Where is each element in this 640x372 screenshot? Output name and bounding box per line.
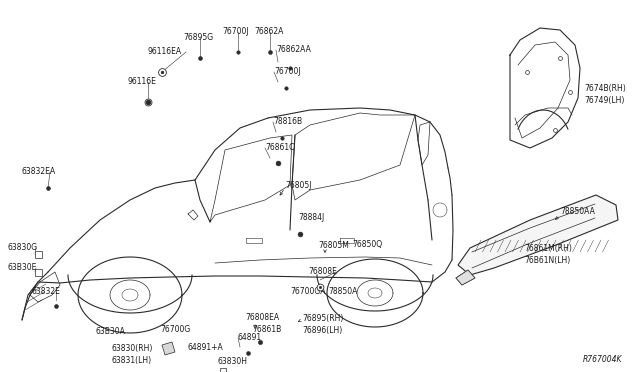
Text: 76862A: 76862A	[254, 28, 284, 36]
Text: 76700G: 76700G	[160, 326, 190, 334]
Text: 76808E: 76808E	[308, 267, 337, 276]
Text: 76850Q: 76850Q	[352, 241, 382, 250]
Text: 76861C: 76861C	[265, 144, 294, 153]
Text: 63831(LH): 63831(LH)	[112, 356, 152, 365]
Text: 76862AA: 76862AA	[276, 45, 311, 55]
Text: 76895(RH): 76895(RH)	[302, 314, 344, 323]
Text: 63832E: 63832E	[32, 288, 61, 296]
Text: 78816B: 78816B	[273, 118, 302, 126]
Bar	[220, 368, 226, 372]
Text: 63B30A: 63B30A	[95, 327, 125, 337]
Bar	[35, 269, 42, 276]
Polygon shape	[458, 195, 618, 275]
Text: 76808EA: 76808EA	[245, 314, 279, 323]
Text: 96116E: 96116E	[128, 77, 157, 87]
Text: 76861B: 76861B	[252, 326, 281, 334]
Polygon shape	[456, 270, 475, 285]
Text: 7674B(RH): 7674B(RH)	[584, 83, 626, 93]
Text: 76805J: 76805J	[285, 180, 312, 189]
Text: 63830H: 63830H	[218, 357, 248, 366]
Text: 64891: 64891	[238, 334, 262, 343]
Text: 76861M(RH): 76861M(RH)	[524, 244, 572, 253]
Text: 76B61N(LH): 76B61N(LH)	[524, 256, 570, 264]
Text: 78850A: 78850A	[328, 288, 357, 296]
Text: R767004K: R767004K	[582, 356, 622, 365]
Text: 64891+A: 64891+A	[188, 343, 224, 353]
Text: 78884J: 78884J	[298, 214, 324, 222]
Text: 63832EA: 63832EA	[22, 167, 56, 176]
Text: 76805M: 76805M	[318, 241, 349, 250]
Text: 76749(LH): 76749(LH)	[584, 96, 625, 105]
Text: 63830G: 63830G	[8, 244, 38, 253]
Text: 76700J: 76700J	[274, 67, 301, 77]
Text: 76895G: 76895G	[183, 33, 213, 42]
Text: 76700GA: 76700GA	[290, 288, 326, 296]
Text: 96116EA: 96116EA	[148, 48, 182, 57]
Text: 76700J: 76700J	[222, 28, 248, 36]
Polygon shape	[162, 342, 175, 355]
Text: 78850AA: 78850AA	[560, 208, 595, 217]
Text: 63830(RH): 63830(RH)	[112, 343, 154, 353]
Text: 63B30E: 63B30E	[8, 263, 37, 273]
Bar	[35, 251, 42, 258]
Text: 76896(LH): 76896(LH)	[302, 326, 342, 334]
